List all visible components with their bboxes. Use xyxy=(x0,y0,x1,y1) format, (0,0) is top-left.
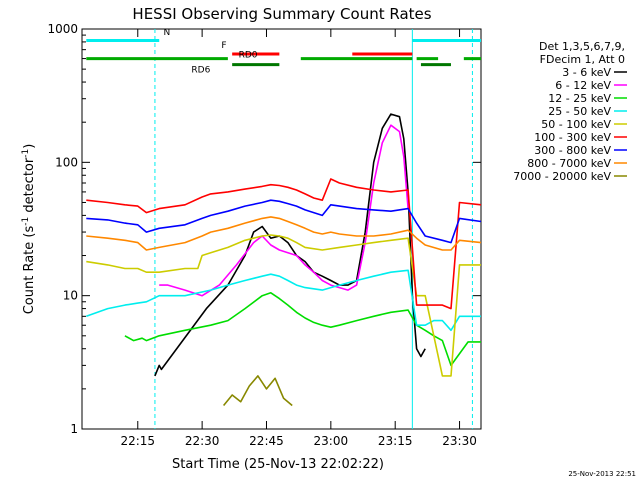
legend-label-9: 7000 - 20000 keV xyxy=(513,170,611,183)
x-axis: 22:15 22:30 22:45 23:00 23:15 23:30 xyxy=(120,29,477,448)
y-label-end: ) xyxy=(22,144,37,149)
y-label-sup2: -1 xyxy=(21,149,31,158)
series-line-5 xyxy=(86,234,481,377)
y-label-mid: detector xyxy=(22,157,37,217)
legend-label-1: 3 - 6 keV xyxy=(562,66,611,79)
state-label-rd6: RD6 xyxy=(191,66,210,76)
y-label-sup1: -1 xyxy=(21,217,31,226)
plot-frame xyxy=(81,28,482,430)
chart-title: HESSI Observing Summary Count Rates xyxy=(132,5,431,23)
legend-label-8: 800 - 7000 keV xyxy=(527,157,611,170)
x-tick-label-5: 23:15 xyxy=(378,434,413,448)
state-label-f: F xyxy=(221,41,226,51)
series-line-9 xyxy=(222,375,293,407)
y-tick-label-2: 10 xyxy=(63,289,78,303)
legend-label-2: 6 - 12 keV xyxy=(555,79,611,92)
series-line-7 xyxy=(86,199,482,244)
series-line-8 xyxy=(86,216,482,251)
y-tick-label-4: 1000 xyxy=(47,22,78,36)
y-label-main: Count Rate (s xyxy=(22,226,37,315)
legend-header-1: Det 1,3,5,6,7,9, xyxy=(539,40,625,53)
x-tick-label-3: 22:45 xyxy=(249,434,284,448)
series-line-3 xyxy=(124,292,481,367)
legend-label-6: 100 - 300 keV xyxy=(534,131,611,144)
series-line-2 xyxy=(159,124,409,297)
x-tick-label-1: 22:15 xyxy=(120,434,155,448)
y-tick-label-3: 100 xyxy=(55,155,78,169)
y-axis: 1 10 100 1000 xyxy=(47,22,481,436)
x-tick-label-4: 23:00 xyxy=(314,434,349,448)
state-label-n: N xyxy=(164,28,171,38)
legend-label-7: 300 - 800 keV xyxy=(534,144,611,157)
legend: Det 1,3,5,6,7,9,FDecim 1, Att 03 - 6 keV… xyxy=(513,40,627,183)
x-tick-label-6: 23:30 xyxy=(442,434,477,448)
footer-timestamp: 25-Nov-2013 22:51 xyxy=(568,470,636,478)
state-label-rd0: RD0 xyxy=(239,51,258,61)
series-line-6 xyxy=(86,178,482,310)
x-axis-label: Start Time (25-Nov-13 22:02:22) xyxy=(172,457,384,472)
x-tick-label-2: 22:30 xyxy=(185,434,220,448)
legend-label-4: 25 - 50 keV xyxy=(548,105,611,118)
y-axis-label: Count Rate (s-1 detector-1) xyxy=(21,144,37,315)
series-line-4 xyxy=(86,269,481,332)
legend-label-3: 12 - 25 keV xyxy=(548,92,611,105)
plot-area: N F RD0 RD6 xyxy=(81,28,482,430)
legend-header-2: FDecim 1, Att 0 xyxy=(540,53,625,66)
series-line-1 xyxy=(154,113,426,377)
y-tick-label-1: 1 xyxy=(70,422,78,436)
legend-label-5: 50 - 100 keV xyxy=(541,118,611,131)
